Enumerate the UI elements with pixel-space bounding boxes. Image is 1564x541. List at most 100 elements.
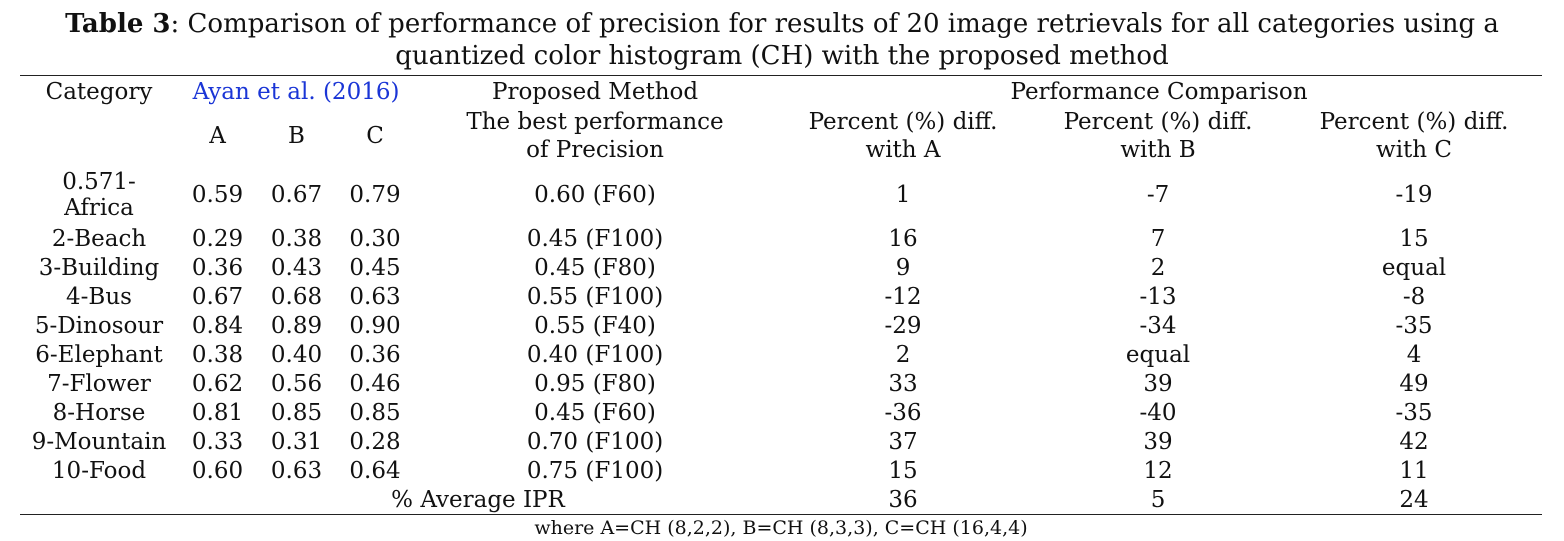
cell-b: 0.56 — [270, 370, 323, 397]
cell-b: 0.85 — [270, 399, 323, 426]
cell-diff-b: 7 — [1150, 225, 1166, 252]
cell-diff-a: 15 — [888, 457, 918, 484]
cell-c: 0.90 — [349, 312, 401, 339]
cell-category: 9-Mountain — [31, 428, 167, 455]
cell-diff-c: 42 — [1399, 428, 1429, 455]
header-diff-a-text: Percent (%) diff. with A — [808, 109, 998, 163]
cell-diff-c: 4 — [1406, 341, 1422, 368]
cell-b: 0.40 — [270, 341, 323, 368]
header-row-1: Category Ayan et al. (2016) Proposed Met… — [20, 78, 1542, 106]
cell-proposed: 0.55 (F40) — [534, 312, 656, 339]
cell-b: 0.31 — [270, 428, 323, 455]
cell-c: 0.63 — [349, 283, 401, 310]
cell-diff-b: 39 — [1143, 370, 1173, 397]
cell-diff-b: equal — [1125, 341, 1191, 368]
cell-diff-b: 2 — [1150, 254, 1166, 281]
cell-diff-c: -8 — [1402, 283, 1426, 310]
cell-diff-b: 12 — [1143, 457, 1173, 484]
cell-category: 0.571-Africa — [20, 166, 178, 224]
cell-c: 0.28 — [349, 428, 401, 455]
cell-category: 7-Flower — [47, 370, 151, 397]
cell-diff-b: 39 — [1143, 428, 1173, 455]
cell-proposed: 0.95 (F80) — [534, 370, 656, 397]
cell-c: 0.79 — [349, 182, 401, 208]
table-footnote: where A=CH (8,2,2), B=CH (8,3,3), C=CH (… — [534, 517, 1028, 539]
cell-a: 0.67 — [191, 283, 244, 310]
cell-proposed: 0.60 (F60) — [534, 182, 656, 208]
cell-category-text: 0.571-Africa — [62, 169, 136, 221]
caption-text: : Comparison of performance of precision… — [170, 9, 1499, 71]
cell-a: 0.36 — [191, 254, 244, 281]
header-b: B — [288, 123, 305, 149]
header-proposed-method: Proposed Method — [491, 79, 699, 105]
cell-c: 0.46 — [349, 370, 401, 397]
cell-c: 0.45 — [349, 254, 401, 281]
table-row: 2-Beach 0.29 0.38 0.30 0.45 (F100) 16 7 … — [20, 224, 1542, 253]
cell-a: 0.84 — [191, 312, 244, 339]
table-row: 8-Horse 0.81 0.85 0.85 0.45 (F60) -36 -4… — [20, 398, 1542, 427]
cell-category: 6-Elephant — [35, 341, 163, 368]
cell-diff-a: -36 — [884, 399, 922, 426]
cell-b: 0.67 — [270, 182, 323, 208]
header-diff-a: Percent (%) diff. with A — [776, 106, 1030, 166]
header-row-2: A B C The best performance of Precision … — [20, 106, 1542, 166]
cell-category: 8-Horse — [52, 399, 146, 426]
average-diff-b: 5 — [1150, 486, 1166, 513]
cell-diff-a: -12 — [884, 283, 922, 310]
cell-proposed: 0.45 (F80) — [534, 254, 656, 281]
cell-a: 0.29 — [191, 225, 244, 252]
cell-diff-a: -29 — [884, 312, 922, 339]
table-row: 0.571-Africa 0.59 0.67 0.79 0.60 (F60) 1… — [20, 166, 1542, 224]
cell-category: 10-Food — [51, 457, 147, 484]
header-c: C — [366, 123, 384, 149]
cell-diff-c: 49 — [1399, 370, 1429, 397]
table-row: 3-Building 0.36 0.43 0.45 0.45 (F80) 9 2… — [20, 253, 1542, 282]
cell-a: 0.59 — [191, 182, 244, 208]
header-performance-comparison: Performance Comparison — [1010, 79, 1308, 105]
table-caption: Table 3: Comparison of performance of pr… — [20, 8, 1544, 72]
cell-diff-c: equal — [1381, 254, 1447, 281]
cell-diff-a: 2 — [895, 341, 911, 368]
average-label: % Average IPR — [391, 486, 565, 513]
cell-category: 3-Building — [38, 254, 160, 281]
header-diff-c-text: Percent (%) diff. with C — [1319, 109, 1509, 163]
cell-category: 4-Bus — [66, 283, 132, 310]
results-table: Category Ayan et al. (2016) Proposed Met… — [20, 78, 1542, 514]
cell-diff-c: -35 — [1395, 399, 1433, 426]
cell-a: 0.62 — [191, 370, 244, 397]
header-best-precision-text: The best performance of Precision — [466, 109, 724, 163]
header-diff-b: Percent (%) diff. with B — [1030, 106, 1286, 166]
cell-diff-a: 1 — [895, 182, 911, 208]
table-row: 10-Food 0.60 0.63 0.64 0.75 (F100) 15 12… — [20, 456, 1542, 485]
header-category: Category — [45, 79, 153, 105]
cell-proposed: 0.55 (F100) — [526, 283, 664, 310]
cell-c: 0.36 — [349, 341, 401, 368]
cell-diff-a: 33 — [888, 370, 918, 397]
cell-proposed: 0.40 (F100) — [526, 341, 664, 368]
cell-diff-c: -35 — [1395, 312, 1433, 339]
cell-diff-a: 16 — [888, 225, 918, 252]
table-row: 9-Mountain 0.33 0.31 0.28 0.70 (F100) 37… — [20, 427, 1542, 456]
bottom-rule — [20, 514, 1542, 515]
cell-a: 0.60 — [191, 457, 244, 484]
cell-c: 0.30 — [349, 225, 401, 252]
cell-proposed: 0.75 (F100) — [526, 457, 664, 484]
table-row: 5-Dinosour 0.84 0.89 0.90 0.55 (F40) -29… — [20, 311, 1542, 340]
cell-category: 2-Beach — [51, 225, 147, 252]
cell-diff-b: -13 — [1139, 283, 1177, 310]
header-diff-c: Percent (%) diff. with C — [1286, 106, 1542, 166]
cell-diff-a: 37 — [888, 428, 918, 455]
cell-a: 0.33 — [191, 428, 244, 455]
top-rule — [20, 75, 1542, 76]
table-row: 7-Flower 0.62 0.56 0.46 0.95 (F80) 33 39… — [20, 369, 1542, 398]
header-a: A — [209, 123, 226, 149]
cell-b: 0.38 — [270, 225, 323, 252]
header-ayan-link[interactable]: Ayan et al. (2016) — [192, 79, 400, 105]
cell-b: 0.63 — [270, 457, 323, 484]
cell-diff-c: 15 — [1399, 225, 1429, 252]
cell-proposed: 0.45 (F60) — [534, 399, 656, 426]
average-label-cell: % Average IPR — [20, 485, 776, 514]
cell-diff-b: -7 — [1146, 182, 1170, 208]
cell-category: 5-Dinosour — [34, 312, 164, 339]
cell-b: 0.89 — [270, 312, 323, 339]
